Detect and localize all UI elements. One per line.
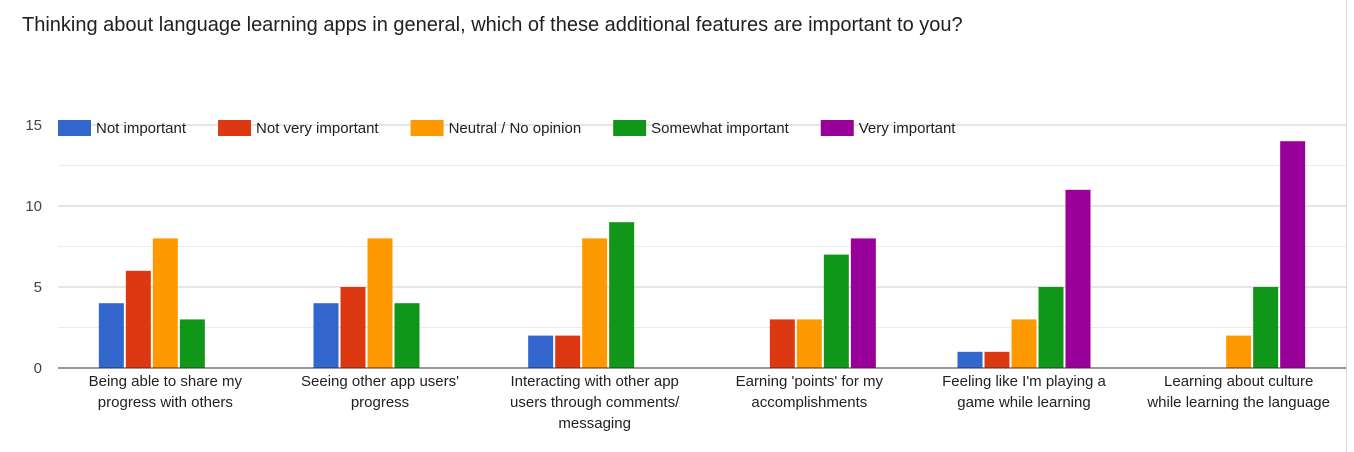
bars bbox=[98, 141, 1306, 368]
legend-item[interactable]: Very important bbox=[820, 120, 957, 137]
x-tick-label: Seeing other app users' progress bbox=[301, 373, 459, 411]
legend-item[interactable]: Not important bbox=[58, 120, 187, 137]
bar-neutral-no-opinion bbox=[1011, 319, 1037, 368]
x-tick-label: Learning about culture while learning the… bbox=[1146, 373, 1330, 411]
bar-neutral-no-opinion bbox=[367, 238, 393, 368]
x-tick-label: Earning 'points' for my accomplishments bbox=[736, 373, 884, 411]
bar-very-important bbox=[1065, 189, 1091, 368]
bar-somewhat-important bbox=[1038, 287, 1064, 368]
bar-somewhat-important bbox=[823, 254, 849, 368]
x-axis: Being able to share my progress with othe… bbox=[58, 367, 1346, 432]
y-tick-label: 10 bbox=[25, 198, 42, 215]
legend: Not important Not very important Neutral /… bbox=[58, 120, 956, 137]
bar-not-very-important bbox=[984, 351, 1010, 368]
y-axis: 0 5 10 15 bbox=[25, 117, 42, 377]
y-tick-label: 5 bbox=[34, 279, 42, 296]
bar-neutral-no-opinion bbox=[152, 238, 178, 368]
legend-item[interactable]: Somewhat important bbox=[613, 120, 790, 137]
legend-item[interactable]: Not very important bbox=[218, 120, 379, 137]
bar-neutral-no-opinion bbox=[582, 238, 608, 368]
bar-neutral-no-opinion bbox=[1226, 335, 1252, 368]
legend-label: Not important bbox=[96, 120, 187, 137]
x-tick-label: Being able to share my progress with othe… bbox=[89, 373, 243, 411]
bar-somewhat-important bbox=[609, 222, 635, 368]
bar-not-very-important bbox=[555, 335, 581, 368]
legend-label: Somewhat important bbox=[651, 120, 789, 137]
bar-somewhat-important bbox=[394, 303, 420, 368]
legend-label: Not very important bbox=[256, 120, 379, 137]
legend-item[interactable]: Neutral / No opinion bbox=[410, 120, 582, 137]
legend-swatch bbox=[613, 120, 647, 136]
legend-label: Neutral / No opinion bbox=[449, 120, 582, 137]
legend-swatch bbox=[410, 120, 444, 136]
question-title: Thinking about language learning apps in… bbox=[22, 14, 963, 36]
bar-somewhat-important bbox=[179, 319, 205, 368]
y-tick-label: 0 bbox=[34, 360, 42, 377]
x-tick-label: Interacting with other app users through … bbox=[510, 373, 680, 432]
bar-not-important bbox=[528, 335, 554, 368]
y-tick-label: 15 bbox=[25, 117, 42, 134]
bar-not-important bbox=[313, 303, 339, 368]
bar-not-very-important bbox=[769, 319, 795, 368]
bar-not-important bbox=[98, 303, 124, 368]
grid-lines bbox=[58, 124, 1346, 328]
bar-not-very-important bbox=[340, 287, 366, 368]
x-tick-label: Feeling like I'm playing a game while lea… bbox=[942, 373, 1106, 411]
legend-swatch bbox=[58, 120, 91, 136]
bar-not-important bbox=[957, 351, 983, 368]
legend-swatch bbox=[218, 120, 252, 136]
bar-somewhat-important bbox=[1253, 287, 1279, 368]
bar-neutral-no-opinion bbox=[796, 319, 822, 368]
panel-right-border bbox=[1346, 0, 1347, 452]
bar-not-very-important bbox=[125, 270, 151, 368]
bar-very-important bbox=[1280, 141, 1306, 368]
bar-very-important bbox=[850, 238, 876, 368]
legend-label: Very important bbox=[859, 120, 957, 137]
legend-swatch bbox=[820, 120, 854, 136]
